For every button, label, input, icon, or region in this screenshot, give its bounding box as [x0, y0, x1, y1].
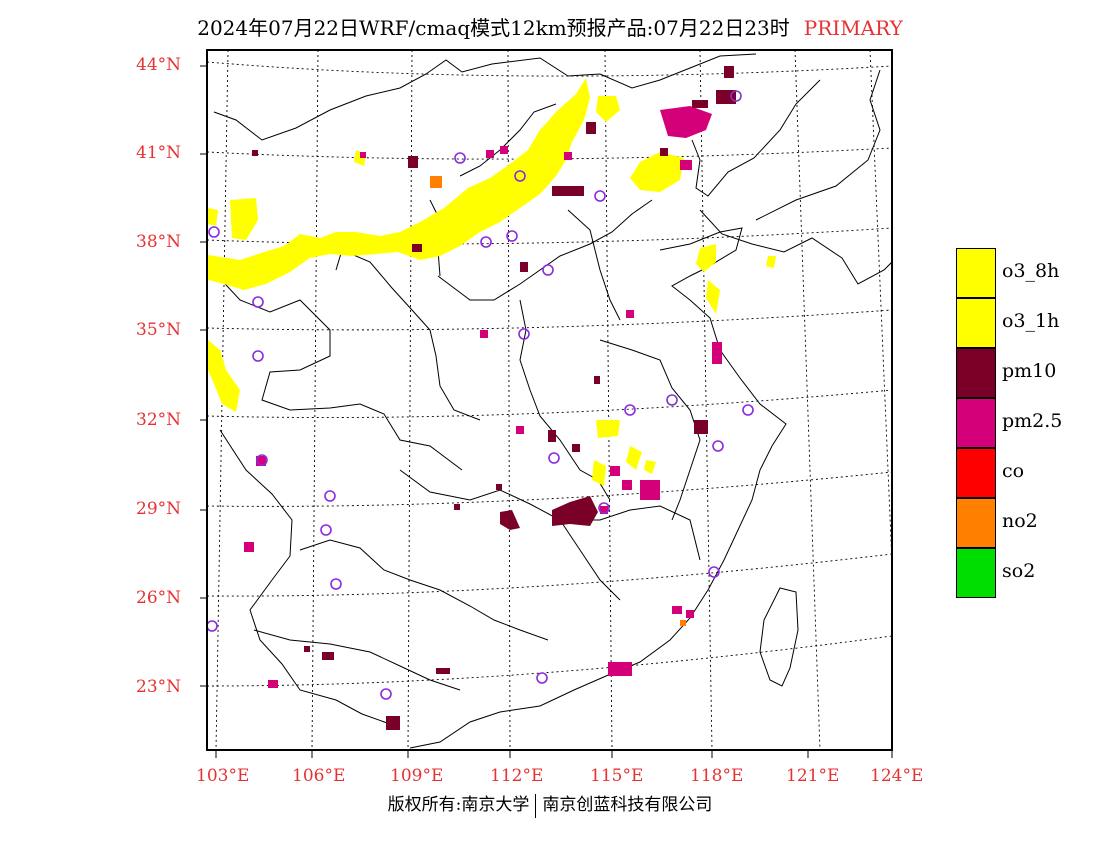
legend-label: pm2.5: [1002, 410, 1063, 432]
lat-label-26: 26°N: [136, 588, 182, 608]
lon-label-124: 124°E: [870, 766, 924, 786]
legend-swatch: [956, 348, 996, 398]
ticks: [200, 65, 893, 758]
province-2: [219, 429, 391, 725]
map-frame: [206, 49, 893, 751]
legend-label: pm10: [1002, 360, 1057, 382]
lat-label-29: 29°N: [136, 499, 182, 519]
lat-label-41: 41°N: [136, 143, 182, 163]
lon-label-112: 112°E: [490, 766, 544, 786]
province-3: [335, 249, 481, 421]
province-4: [437, 199, 653, 301]
coastline-shandong: [409, 227, 787, 749]
province-5: [519, 299, 611, 501]
lat-label-38: 38°N: [136, 232, 182, 252]
province-6: [599, 339, 701, 521]
legend-label: o3_1h: [1002, 310, 1060, 332]
province-7: [399, 469, 621, 601]
lon-label-118: 118°E: [690, 766, 744, 786]
lat-label-44: 44°N: [136, 55, 182, 75]
lon-label-106: 106°E: [292, 766, 346, 786]
taiwan: [759, 587, 799, 687]
legend-label: so2: [1002, 560, 1036, 582]
legend-label: co: [1002, 460, 1025, 482]
lat-label-35: 35°N: [136, 320, 182, 340]
no2-areas: [430, 176, 686, 626]
legend-label: o3_8h: [1002, 260, 1060, 282]
korea: [755, 69, 881, 221]
lon-label-103: 103°E: [196, 766, 250, 786]
lon-label-121: 121°E: [786, 766, 840, 786]
lat-label-23: 23°N: [136, 677, 182, 697]
legend-swatch: [956, 448, 996, 498]
legend-swatch: [956, 548, 996, 598]
legend-swatch: [956, 248, 996, 298]
legend-swatch: [956, 398, 996, 448]
pm25-areas: [244, 106, 722, 688]
ozone-areas: [208, 78, 776, 486]
liaodong: [691, 79, 821, 197]
lon-label-109: 109°E: [390, 766, 444, 786]
province-11: [459, 103, 557, 177]
copyright-left: 版权所有:南京大学: [387, 795, 530, 815]
map-title: 2024年07月22日WRF/cmaq模式12km预报产品:07月22日23时 P…: [0, 12, 1100, 41]
province-13: [567, 209, 621, 321]
boundaries: [213, 53, 892, 749]
province-9: [253, 629, 461, 691]
station-markers: [207, 90, 754, 700]
copyright-footer: 版权所有:南京大学 南京创蓝科技有限公司: [0, 790, 1100, 818]
lat-label-32: 32°N: [136, 410, 182, 430]
title-text: 2024年07月22日WRF/cmaq模式12km预报产品:07月22日23时: [197, 16, 790, 40]
copyright-right: 南京创蓝科技有限公司: [542, 795, 713, 815]
legend-swatch: [956, 298, 996, 348]
legend-label: no2: [1002, 510, 1038, 532]
lon-label-115: 115°E: [590, 766, 644, 786]
northern-border: [213, 53, 757, 141]
province-1: [213, 271, 463, 471]
province-8: [299, 539, 549, 641]
footer-separator: [535, 793, 537, 818]
legend-swatch: [956, 498, 996, 548]
coastline: [699, 209, 892, 285]
primary-label: PRIMARY: [803, 16, 903, 40]
